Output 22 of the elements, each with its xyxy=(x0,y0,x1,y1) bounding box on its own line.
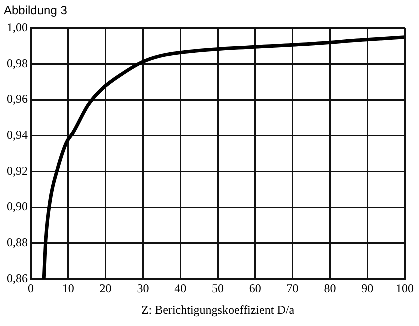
x-tick-label: 30 xyxy=(137,282,150,296)
y-tick-label: 0,98 xyxy=(7,56,28,70)
x-tick-label: 40 xyxy=(174,282,187,296)
x-tick-label: 100 xyxy=(396,282,414,296)
y-tick-label: 0,94 xyxy=(7,128,28,142)
x-tick-label: 80 xyxy=(324,282,336,296)
y-tick-label: 0,96 xyxy=(7,92,28,106)
x-tick-label: 50 xyxy=(212,282,224,296)
y-tick-label: 0,92 xyxy=(7,164,28,178)
x-tick-label: 90 xyxy=(362,282,374,296)
y-tick-label: 0,88 xyxy=(7,236,28,250)
x-tick-label: 0 xyxy=(28,282,34,296)
x-tick-label: 60 xyxy=(249,282,262,296)
chart-title: Abbildung 3 xyxy=(4,4,68,18)
x-axis-title: Z: Berichtigungskoeffizient D/a xyxy=(141,302,296,317)
y-tick-label: 1,00 xyxy=(7,20,28,35)
line-series xyxy=(42,36,405,280)
x-tick-label: 20 xyxy=(100,282,112,296)
y-tick-label: 0,86 xyxy=(7,271,28,286)
y-tick-label: 0,90 xyxy=(7,200,28,214)
x-tick-label: 70 xyxy=(286,282,299,296)
x-tick-label: 10 xyxy=(62,282,74,296)
